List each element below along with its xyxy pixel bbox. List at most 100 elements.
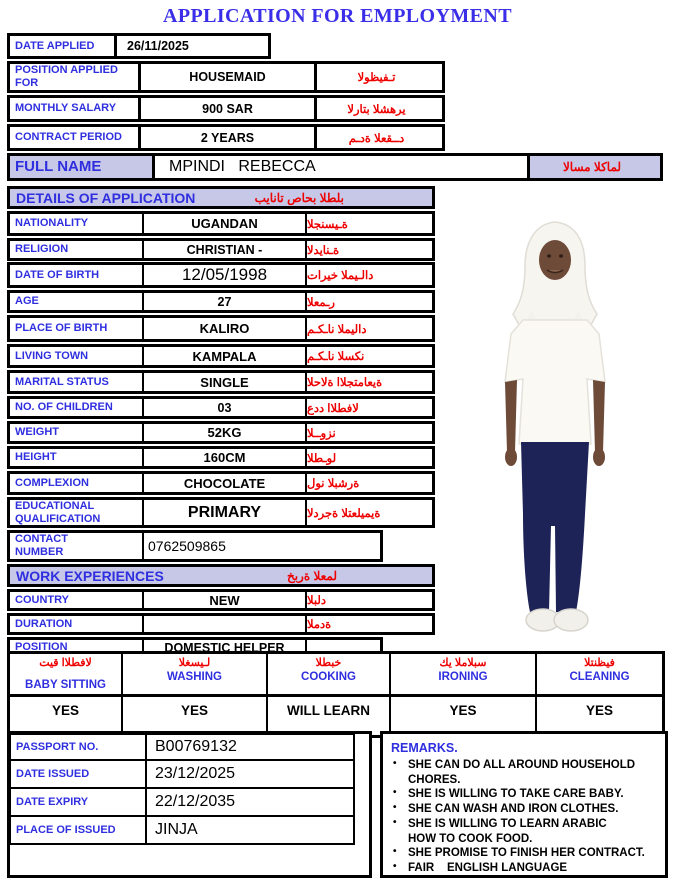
- children-label-cell: NO. OF CHILDREN: [10, 399, 144, 416]
- remark-item: SHE CAN WASH AND IRON CLOTHES.: [391, 802, 661, 817]
- date-applied-label: DATE APPLIED: [15, 39, 95, 52]
- field-row-monthly-salary: MONTHLY SALARY 900 SAR يرهشلا بتارلا: [7, 95, 445, 122]
- field-row-age: AGE 27 رـمعلا: [7, 290, 435, 313]
- babysitting-label: BABY SITTING: [25, 679, 106, 692]
- date-expiry-value: 22/12/2035: [155, 793, 236, 810]
- person-figure: [504, 221, 606, 632]
- work-header-arabic: لمعلا ةربخ: [286, 568, 337, 583]
- position-arabic: تـفيظولا: [357, 72, 396, 84]
- education-label: EDUCATIONAL QUALIFICATION: [15, 500, 101, 525]
- nationality-label-cell: NATIONALITY: [10, 214, 144, 233]
- age-arabic: رـمعلا: [307, 296, 335, 309]
- duration-arabic: ةدملا: [307, 619, 332, 631]
- cleaning-arabic: فيظنتلا: [584, 657, 615, 669]
- contact-label: CONTACT NUMBER: [15, 533, 68, 558]
- field-row-nationality: NATIONALITY UGANDAN ةـيسنجلا: [7, 211, 435, 236]
- ironing-value: YES: [449, 703, 477, 718]
- cooking-value: WILL LEARN: [287, 703, 370, 718]
- height-label-cell: HEIGHT: [10, 449, 144, 466]
- cooking-arabic: خبطلا: [315, 657, 342, 669]
- work-position-label-cell: POSITION: [10, 640, 144, 655]
- marital-arabic: ةيعامتجلاا ةلاحلا: [307, 377, 383, 389]
- cleaning-value: YES: [585, 703, 613, 718]
- education-label-cell: EDUCATIONAL QUALIFICATION: [10, 500, 144, 525]
- washing-value: YES: [180, 703, 208, 718]
- ironing-arabic: سبلاملا يك: [439, 657, 487, 669]
- weight-label-cell: WEIGHT: [10, 424, 144, 441]
- remark-item: SHE IS WILLING TO LEARN ARABIC HOW TO CO…: [391, 817, 661, 846]
- remark-item: FAIR ENGLISH LANGUAGE: [391, 861, 661, 876]
- place-issued-label: PLACE OF ISSUED: [16, 823, 116, 836]
- passport-box: PASSPORT NO. B00769132 DATE ISSUED 23/12…: [7, 731, 372, 878]
- complexion-label: COMPLEXION: [15, 476, 89, 489]
- date-issued-row: DATE ISSUED 23/12/2025: [9, 761, 355, 789]
- field-row-education: EDUCATIONAL QUALIFICATION PRIMARY ةيميلع…: [7, 497, 435, 528]
- height-arabic: لوـطلا: [307, 452, 337, 465]
- skills-header-washing: لـيسغلا WASHING: [123, 654, 268, 694]
- remarks-heading: REMARKS.: [391, 741, 458, 755]
- full-name-label-cell: FULL NAME: [10, 156, 155, 178]
- cleaning-label: CLEANING: [569, 671, 630, 684]
- field-row-contact-number: CONTACT NUMBER 0762509865: [7, 530, 383, 562]
- field-row-height: HEIGHT 160CM لوـطلا: [7, 446, 435, 469]
- cooking-label: COOKING: [301, 671, 356, 684]
- field-row-country: COUNTRY NEW دلبلا: [7, 589, 435, 611]
- remark-item: SHE CAN DO ALL AROUND HOUSEHOLD CHORES.: [391, 758, 661, 787]
- field-row-complexion: COMPLEXION CHOCOLATE ةرشبلا نول: [7, 471, 435, 495]
- field-row-children: NO. OF CHILDREN 03 لافطلاا ددع: [7, 396, 435, 419]
- page-title: APPLICATION FOR EMPLOYMENT: [163, 5, 512, 27]
- washing-arabic: لـيسغلا: [178, 657, 211, 669]
- living-town-value: KAMPALA: [144, 347, 307, 365]
- weight-arabic: نزوــلا: [307, 427, 336, 440]
- date-applied-row: DATE APPLIED 26/11/2025: [7, 33, 271, 59]
- ironing-label: IRONING: [438, 671, 488, 684]
- height-label: HEIGHT: [15, 451, 57, 464]
- nationality-value: UGANDAN: [144, 214, 307, 233]
- duration-label-cell: DURATION: [10, 616, 144, 632]
- skills-table: لافطلاا قيت BABY SITTING لـيسغلا WASHING…: [7, 651, 665, 738]
- pob-arabic: داليملا ناـكـم: [307, 323, 367, 336]
- dob-label-cell: DATE OF BIRTH: [10, 265, 144, 285]
- country-label-cell: COUNTRY: [10, 592, 144, 608]
- babysitting-arabic: لافطلاا قيت: [39, 657, 92, 669]
- position-value: HOUSEMAID: [141, 64, 317, 90]
- age-label-cell: AGE: [10, 293, 144, 310]
- field-row-marital-status: MARITAL STATUS SINGLE ةيعامتجلاا ةلاحلا: [7, 370, 435, 394]
- contract-value: 2 YEARS: [141, 127, 317, 148]
- dob-label: DATE OF BIRTH: [15, 268, 100, 281]
- contact-label-cell: CONTACT NUMBER: [10, 533, 144, 559]
- work-header-label: WORK EXPERIENCES: [16, 567, 164, 584]
- complexion-arabic: ةرشبلا نول: [307, 478, 360, 490]
- place-issued-value: JINJA: [155, 821, 198, 838]
- age-value: 27: [144, 293, 307, 310]
- ironing-value-cell: YES: [391, 697, 537, 735]
- work-position-label: POSITION: [15, 641, 68, 654]
- babysitting-value-cell: YES: [10, 697, 123, 735]
- contract-label: CONTRACT PERIOD: [15, 131, 122, 144]
- skills-header-cooking: خبطلا COOKING: [268, 654, 391, 694]
- skills-header-cleaning: فيظنتلا CLEANING: [537, 654, 662, 694]
- religion-arabic: ةـنايدلا: [307, 244, 340, 257]
- position-label: POSITION APPLIED FOR: [15, 64, 118, 89]
- salary-arabic: يرهشلا بتارلا: [347, 103, 406, 116]
- religion-value: CHRISTIAN -: [144, 241, 307, 258]
- place-issued-row: PLACE OF ISSUED JINJA: [9, 817, 355, 845]
- remarks-box: REMARKS. SHE CAN DO ALL AROUND HOUSEHOLD…: [380, 731, 668, 878]
- weight-value: 52KG: [144, 424, 307, 441]
- date-expiry-label-cell: DATE EXPIRY: [11, 789, 147, 815]
- passport-number-label-cell: PASSPORT NO.: [11, 735, 147, 759]
- contract-label-cell: CONTRACT PERIOD: [10, 127, 141, 148]
- children-arabic: لافطلاا ددع: [307, 402, 359, 415]
- date-issued-label-cell: DATE ISSUED: [11, 761, 147, 787]
- skills-header-babysitting: لافطلاا قيت BABY SITTING: [10, 654, 123, 694]
- nationality-label: NATIONALITY: [15, 217, 89, 230]
- living-town-arabic: نكسلا ناـكـم: [307, 351, 365, 363]
- passport-number-label: PASSPORT NO.: [16, 740, 99, 753]
- contact-value: 0762509865: [148, 538, 226, 554]
- complexion-label-cell: COMPLEXION: [10, 474, 144, 492]
- remark-item: SHE PROMISE TO FINISH HER CONTRACT.: [391, 846, 661, 861]
- position-label-cell: POSITION APPLIED FOR: [10, 64, 141, 90]
- date-issued-label: DATE ISSUED: [16, 767, 90, 780]
- field-row-place-of-birth: PLACE OF BIRTH KALIRO داليملا ناـكـم: [7, 315, 435, 342]
